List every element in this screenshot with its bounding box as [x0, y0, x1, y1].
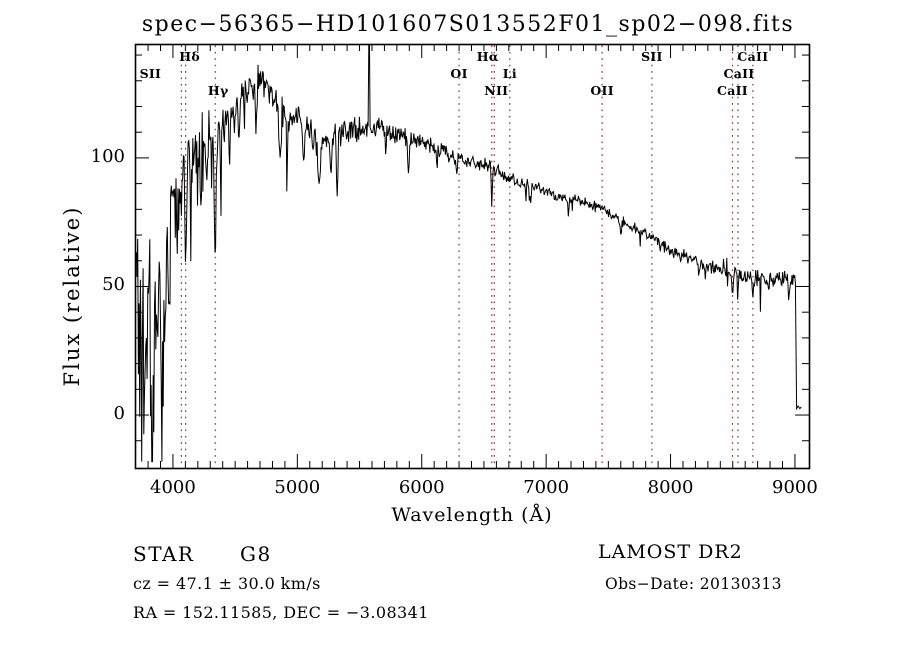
spectral-line-markers	[180, 45, 754, 467]
object-class: STAR	[133, 542, 195, 566]
spectrum-trace	[135, 44, 802, 463]
spectral-line-label: CaII	[737, 49, 769, 64]
x-tick-label: 4000	[150, 477, 196, 498]
obs-date: Obs−Date: 20130313	[605, 575, 782, 593]
spectral-line-label: CaII	[723, 66, 755, 81]
x-tick-label: 6000	[398, 477, 445, 498]
y-tick-label: 50	[102, 274, 125, 296]
spectral-line-label: OI	[450, 66, 468, 81]
x-tick-label: 7000	[523, 477, 570, 498]
x-tick-label: 8000	[647, 477, 694, 498]
spectral-line-label: SII	[641, 49, 663, 64]
spectral-line-label: Li	[502, 66, 517, 81]
x-tick-label: 5000	[274, 477, 321, 498]
plot-frame	[134, 43, 811, 470]
spectral-line-label: Hγ	[207, 83, 229, 98]
spectral-line-label: CaII	[717, 83, 748, 98]
y-tick-label: 0	[113, 403, 125, 425]
y-tick-label: 100	[90, 145, 125, 167]
plot-title: spec−56365−HD101607S013552F01_sp02−098.f…	[141, 12, 795, 37]
coordinates: RA = 152.11585, DEC = −3.08341	[133, 603, 429, 622]
survey-release: LAMOST DR2	[598, 541, 743, 563]
radial-velocity: cz = 47.1 ± 30.0 km/s	[133, 574, 321, 593]
spectral-line-label: OII	[590, 83, 614, 98]
x-tick-label: 9000	[772, 477, 818, 498]
spectral-line-label: SII	[139, 66, 162, 81]
spectral-line-label: Hα	[476, 49, 499, 64]
object-subclass: G8	[240, 542, 272, 566]
y-axis-title: Flux (relative)	[60, 205, 84, 387]
spectral-line-label: NII	[484, 83, 509, 98]
x-axis-title: Wavelength (Å)	[391, 504, 553, 526]
axis-ticks	[135, 44, 809, 468]
spectral-line-label: Hδ	[179, 49, 200, 64]
